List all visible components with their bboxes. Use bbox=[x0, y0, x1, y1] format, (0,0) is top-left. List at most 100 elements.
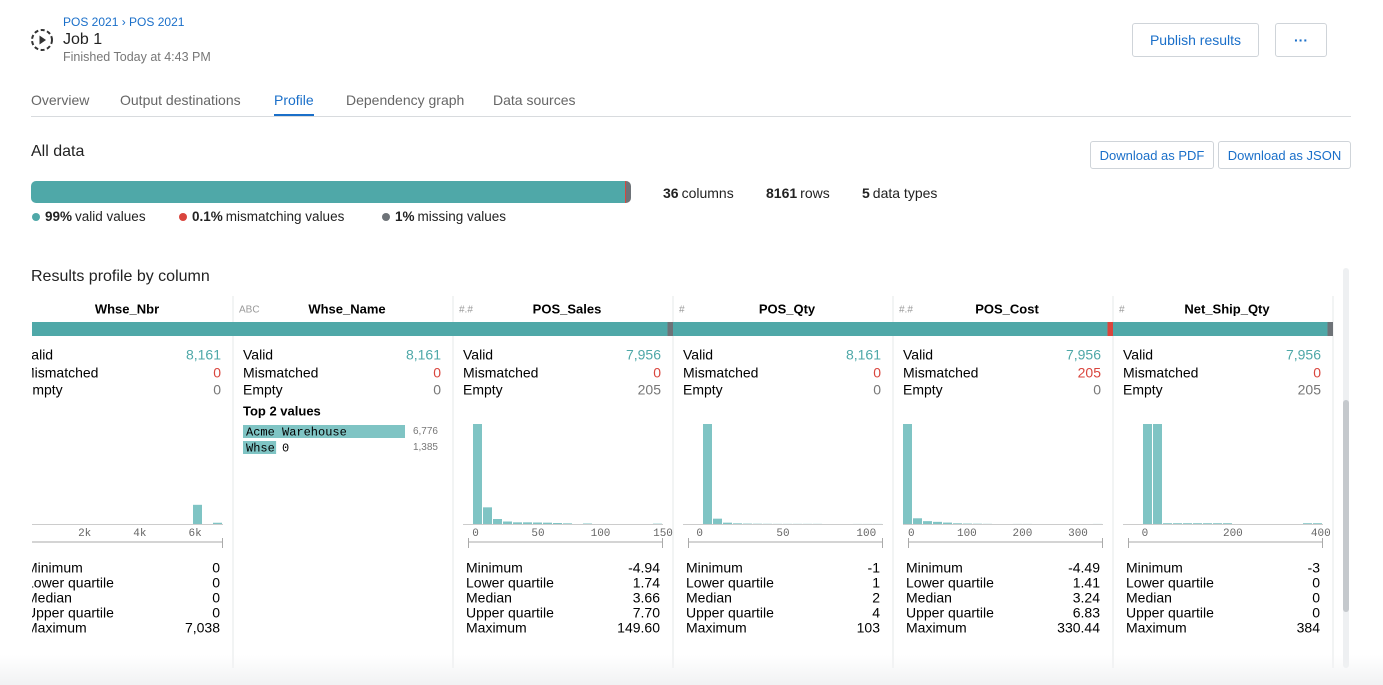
stat-label: Median bbox=[26, 590, 72, 606]
count-label: Empty bbox=[23, 382, 63, 398]
tab[interactable]: Output destinations bbox=[120, 92, 241, 108]
top-value-bar bbox=[243, 441, 277, 454]
scrollbar-thumb[interactable] bbox=[1343, 400, 1349, 612]
x-tick-label: 150 bbox=[653, 528, 673, 540]
histogram-bar bbox=[923, 521, 932, 524]
stat-label: Minimum bbox=[466, 560, 523, 576]
count-value: 0 bbox=[873, 382, 881, 398]
stat-value: 0 bbox=[212, 605, 220, 621]
histogram-bar bbox=[583, 523, 592, 524]
count-label: Valid bbox=[23, 347, 53, 363]
column-profile: # Whse_Nbr Valid 8,161 Mismatched 0 Empty 0 2k 4k… bbox=[23, 296, 234, 668]
stat-label: Upper quartile bbox=[26, 605, 114, 621]
histogram-bar bbox=[1223, 523, 1232, 524]
column-profile: #.# POS_Cost Valid 7,956 Mismatched 205 Empty 0… bbox=[893, 296, 1114, 668]
tab[interactable]: Dependency graph bbox=[346, 92, 465, 108]
breadcrumb-link[interactable]: POS 2021 bbox=[129, 15, 185, 29]
count-value: 0 bbox=[653, 365, 661, 381]
stat-value: 0 bbox=[212, 590, 220, 606]
legend-item: 0.1% mismatching values bbox=[179, 209, 344, 224]
more-button[interactable]: ··· bbox=[1275, 23, 1327, 57]
count-label: Mismatched bbox=[903, 365, 978, 381]
quality-segment bbox=[453, 322, 668, 336]
count-value: 8161 bbox=[766, 185, 798, 201]
legend-text: mismatching values bbox=[225, 209, 345, 224]
count-value: 7,956 bbox=[1286, 347, 1321, 363]
stat-label: Lower quartile bbox=[26, 575, 114, 591]
histogram-bar bbox=[953, 523, 962, 524]
count-item: 8161 rows bbox=[766, 185, 830, 201]
histogram-bar bbox=[1313, 523, 1322, 524]
histogram-bar bbox=[543, 522, 552, 524]
histogram-bar bbox=[1193, 523, 1202, 524]
histogram-bar bbox=[553, 523, 562, 524]
histogram-bar bbox=[1163, 523, 1172, 524]
quality-segment bbox=[667, 322, 673, 336]
tab[interactable]: Overview bbox=[31, 92, 90, 108]
download-button[interactable]: Download as PDF bbox=[1090, 141, 1214, 169]
histogram-bar bbox=[473, 424, 482, 524]
legend-value: 1% bbox=[395, 209, 415, 224]
stat-label: Maximum bbox=[686, 620, 747, 636]
histogram-bar bbox=[943, 522, 952, 524]
stat-value: 3.66 bbox=[633, 590, 660, 606]
count-value: 0 bbox=[433, 382, 441, 398]
legend-item: 1% missing values bbox=[382, 209, 506, 224]
x-tick-label: 200 bbox=[1223, 528, 1243, 540]
count-label: Empty bbox=[463, 382, 503, 398]
tab[interactable]: Profile bbox=[274, 92, 314, 116]
breadcrumb-link[interactable]: POS 2021 bbox=[63, 15, 119, 29]
histogram-bar bbox=[733, 523, 742, 524]
count-value: 8,161 bbox=[406, 347, 441, 363]
x-tick-label: 6k bbox=[189, 528, 203, 540]
x-tick-label: 50 bbox=[776, 528, 789, 540]
quality-segment bbox=[673, 322, 893, 336]
count-value: 0 bbox=[213, 365, 221, 381]
type-icon: # bbox=[1119, 305, 1125, 316]
stat-value: 384 bbox=[1297, 620, 1321, 636]
publish-button[interactable]: Publish results bbox=[1132, 23, 1259, 57]
x-tick-label: 200 bbox=[1013, 528, 1033, 540]
stat-value: 330.44 bbox=[1057, 620, 1100, 636]
stat-value: 1.41 bbox=[1073, 575, 1100, 591]
stat-label: Upper quartile bbox=[466, 605, 554, 621]
tab[interactable]: Data sources bbox=[493, 92, 576, 108]
x-tick-label: 300 bbox=[1068, 528, 1088, 540]
quality-segment bbox=[625, 181, 626, 203]
count-label: Valid bbox=[1123, 347, 1153, 363]
count-item: 5 data types bbox=[862, 185, 937, 201]
legend-item: 99% valid values bbox=[32, 209, 146, 224]
count-value: 205 bbox=[638, 382, 662, 398]
x-tick-label: 2k bbox=[78, 528, 92, 540]
count-value: 0 bbox=[433, 365, 441, 381]
count-label: Mismatched bbox=[683, 365, 758, 381]
stat-label: Minimum bbox=[26, 560, 83, 576]
section-title: Results profile by column bbox=[31, 268, 210, 285]
legend-dot bbox=[179, 212, 187, 221]
stat-value: 103 bbox=[857, 620, 881, 636]
type-icon: #.# bbox=[459, 305, 473, 316]
stat-label: Minimum bbox=[1126, 560, 1183, 576]
count-label: Empty bbox=[1123, 382, 1163, 398]
stat-value: 1 bbox=[872, 575, 880, 591]
legend-value: 99% bbox=[45, 209, 73, 224]
count-value: 5 bbox=[862, 185, 870, 201]
top-value-count: 1,385 bbox=[413, 442, 438, 453]
histogram-bar bbox=[563, 523, 572, 524]
histogram-bar bbox=[1153, 424, 1162, 524]
count-label: Valid bbox=[463, 347, 493, 363]
stat-value: 3.24 bbox=[1073, 590, 1100, 606]
x-tick-label: 4k bbox=[133, 528, 147, 540]
stat-value: 1.74 bbox=[633, 575, 660, 591]
download-button[interactable]: Download as JSON bbox=[1218, 141, 1351, 169]
stat-value: 6.83 bbox=[1073, 605, 1100, 621]
stat-label: Median bbox=[686, 590, 732, 606]
x-tick-label: 0 bbox=[1142, 528, 1149, 540]
stat-label: Upper quartile bbox=[906, 605, 994, 621]
quality-segment bbox=[1327, 322, 1333, 336]
bottom-fade bbox=[0, 655, 1383, 685]
count-text: columns bbox=[681, 185, 734, 201]
x-tick-label: 50 bbox=[531, 528, 544, 540]
histogram-bar bbox=[703, 424, 712, 524]
